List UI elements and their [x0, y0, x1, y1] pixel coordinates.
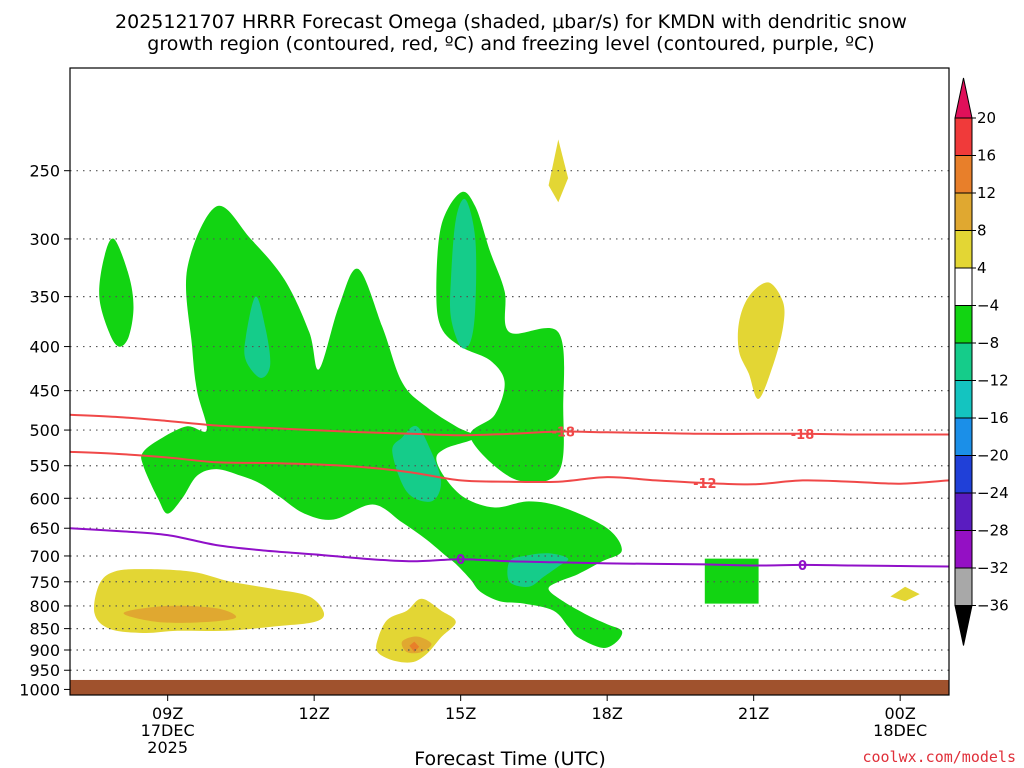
colorbar-swatch-9: [954, 455, 973, 494]
contour-label--12-0: -12: [693, 477, 717, 492]
ground-surface: [70, 679, 949, 695]
omega-region-10: [376, 598, 456, 663]
contour-labels: -18 -18 -12 0 0: [456, 426, 815, 574]
omega-region-14: [737, 282, 785, 399]
x-axis-label: Forecast Time (UTC): [414, 748, 605, 768]
chart-title-line1: 2025121707 HRRR Forecast Omega (shaded, …: [115, 11, 907, 33]
colorbar-label-3: 8: [977, 222, 987, 240]
colorbar-swatch-0: [954, 117, 973, 156]
x-tick-label-9-1: 17DEC: [141, 721, 195, 740]
omega-region-9: [123, 605, 237, 623]
x-tick-label-9-0: 09Z: [152, 704, 183, 723]
y-tick-label-400: 400: [29, 338, 60, 357]
x-tick-label-24-1: 18DEC: [873, 721, 927, 740]
temperature-contours: [70, 413, 949, 568]
x-tick-label-9-2: 2025: [147, 738, 188, 757]
colorbar-swatch-2: [954, 192, 973, 231]
omega-region-15: [890, 586, 920, 602]
contour-label-0-1: 0: [798, 559, 807, 574]
y-tick-label-600: 600: [29, 489, 60, 508]
contour-label--18-0: -18: [551, 426, 575, 441]
y-tick-label-950: 950: [29, 661, 60, 680]
omega-region-5: [449, 198, 477, 349]
y-axis: 250 300 350 400 450 500 550 600 650 700 750 800 850 9…: [19, 162, 70, 699]
omega-region-6: [392, 425, 442, 502]
omega-shading: [93, 139, 920, 663]
chart-title-line2: growth region (contoured, red, ºC) and f…: [147, 33, 874, 55]
contour-label--18-1: -18: [791, 428, 815, 443]
colorbar-label-2: 12: [977, 184, 996, 202]
colorbar-swatch-8: [954, 417, 973, 456]
y-tick-label-750: 750: [29, 573, 60, 592]
colorbar-swatch-6: [954, 342, 973, 381]
contour-line-0: [70, 527, 949, 568]
contour-line--12: [70, 450, 949, 486]
omega-region-8: [93, 569, 325, 634]
x-tick-label-12-0: 12Z: [299, 704, 330, 723]
colorbar-label-4: 4: [977, 259, 987, 277]
colorbar-swatch-12: [954, 567, 973, 606]
contour-label-0-0: 0: [456, 553, 465, 568]
contour-line--18: [70, 413, 949, 437]
y-tick-label-550: 550: [29, 457, 60, 476]
colorbar-label-6: −8: [977, 334, 999, 352]
colorbar-swatch-7: [954, 380, 973, 419]
y-tick-label-1000: 1000: [19, 680, 60, 699]
ground-layer: [70, 679, 949, 695]
y-tick-label-650: 650: [29, 519, 60, 538]
omega-region-4: [244, 296, 271, 378]
omega-region-3: [704, 558, 759, 604]
colorbar-swatch-10: [954, 492, 973, 531]
colorbar-label-9: −20: [977, 447, 1009, 465]
colorbar-label-13: −36: [977, 597, 1009, 615]
y-tick-label-800: 800: [29, 597, 60, 616]
colorbar-top-triangle: [954, 77, 973, 119]
colorbar-swatch-1: [954, 155, 973, 194]
y-tick-label-250: 250: [29, 162, 60, 181]
x-tick-label-24-0: 00Z: [885, 704, 916, 723]
y-tick-label-450: 450: [29, 382, 60, 401]
colorbar-label-5: −4: [977, 297, 999, 315]
colorbar-label-1: 16: [977, 147, 996, 165]
y-tick-label-850: 850: [29, 620, 60, 639]
y-tick-label-900: 900: [29, 641, 60, 660]
colorbar-label-8: −16: [977, 409, 1009, 427]
colorbar-swatch-5: [954, 305, 973, 344]
colorbar: 20 16 12 8 4 −4 −8 −12 −16 −20 −24 −28 −32 −36: [954, 77, 1009, 646]
omega-region-0: [99, 238, 134, 347]
plot-frame: [69, 67, 950, 696]
colorbar-label-0: 20: [977, 109, 996, 127]
x-tick-label-15-0: 15Z: [445, 704, 476, 723]
y-tick-label-300: 300: [29, 230, 60, 249]
colorbar-swatch-3: [954, 230, 973, 269]
colorbar-label-11: −28: [977, 522, 1009, 540]
colorbar-label-7: −12: [977, 372, 1009, 390]
y-tick-label-700: 700: [29, 547, 60, 566]
colorbar-bottom-triangle: [954, 605, 973, 646]
x-tick-label-18-0: 18Z: [592, 704, 623, 723]
x-tick-label-21-0: 21Z: [738, 704, 769, 723]
y-tick-label-500: 500: [29, 421, 60, 440]
watermark: coolwx.com/models: [862, 748, 1016, 766]
colorbar-swatch-11: [954, 530, 973, 569]
colorbar-swatch-4: [954, 267, 973, 306]
omega-region-12: [409, 641, 420, 653]
colorbar-label-12: −32: [977, 559, 1009, 577]
y-tick-label-350: 350: [29, 288, 60, 307]
colorbar-label-10: −24: [977, 484, 1009, 502]
